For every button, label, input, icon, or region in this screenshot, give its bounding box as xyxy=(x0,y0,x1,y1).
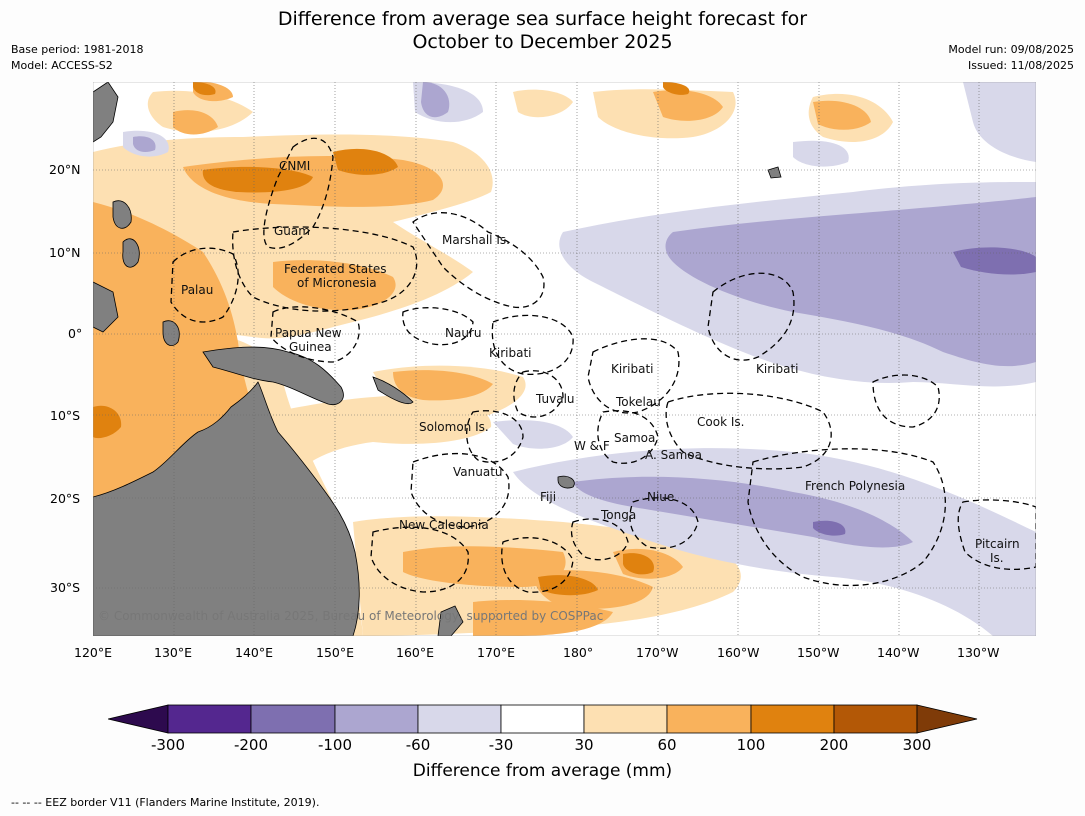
colorbar xyxy=(108,704,978,734)
model-name: Model: ACCESS-S2 xyxy=(11,59,113,72)
colorbar-tick: 300 xyxy=(902,736,932,754)
colorbar-title: Difference from average (mm) xyxy=(412,761,673,781)
region-label: Papua New xyxy=(275,326,342,340)
lon-label: 170°E xyxy=(477,645,516,660)
colorbar-tick: -60 xyxy=(405,736,431,754)
region-label: W & F xyxy=(574,439,610,453)
colorbar-segment xyxy=(334,704,419,734)
region-label: Pitcairn xyxy=(975,537,1020,551)
issued-date: Issued: 11/08/2025 xyxy=(967,59,1074,72)
lon-label: 160°W xyxy=(717,645,760,660)
region-label: French Polynesia xyxy=(805,479,905,493)
region-label: Kiribati xyxy=(611,362,653,376)
base-period: Base period: 1981-2018 xyxy=(11,43,144,56)
region-label: Nauru xyxy=(445,326,481,340)
colorbar-tick: -100 xyxy=(317,736,353,754)
region-label: Tuvalu xyxy=(535,392,575,406)
colorbar-tick: -200 xyxy=(233,736,269,754)
anomaly-neg-100-200 xyxy=(813,247,1036,536)
region-label: Guam xyxy=(274,224,310,238)
region-label: Tonga xyxy=(600,508,636,522)
lon-label: 140°E xyxy=(235,645,274,660)
region-label: Vanuatu xyxy=(453,465,503,479)
colorbar-segment xyxy=(833,704,918,734)
model-run: Model run: 09/08/2025 xyxy=(948,43,1074,56)
colorbar-tick: -300 xyxy=(150,736,186,754)
region-label: Kiribati xyxy=(489,346,531,360)
region-label: Cook Is. xyxy=(697,415,744,429)
lon-label: 150°W xyxy=(797,645,840,660)
colorbar-segment xyxy=(750,704,835,734)
lon-label: 180° xyxy=(563,645,594,660)
colorbar-segment xyxy=(916,704,978,734)
region-label: Niue xyxy=(647,490,674,504)
map-panel: CNMI Guam Marshall Is. Federated States … xyxy=(93,82,1036,636)
lon-label: 150°E xyxy=(316,645,355,660)
lon-label: 140°W xyxy=(877,645,920,660)
colorbar-segment xyxy=(250,704,336,734)
lat-label: 20°N xyxy=(49,162,81,177)
landmass xyxy=(93,82,782,636)
colorbar-segment xyxy=(666,704,752,734)
colorbar-segment xyxy=(417,704,502,734)
meta-left: Base period: 1981-2018 Model: ACCESS-S2 xyxy=(11,42,143,74)
region-label: Guinea xyxy=(289,340,332,354)
region-label: Samoa xyxy=(614,431,655,445)
region-label: CNMI xyxy=(279,159,310,173)
region-label: Fiji xyxy=(540,490,556,504)
lon-label: 170°W xyxy=(636,645,679,660)
colorbar-segment xyxy=(500,704,585,734)
graticule xyxy=(93,82,1036,636)
region-label: New Caledonia xyxy=(399,518,489,532)
colorbar-tick: 60 xyxy=(657,736,677,754)
colorbar-segment xyxy=(108,704,169,734)
colorbar-tick: 100 xyxy=(736,736,766,754)
title-line-1: Difference from average sea surface heig… xyxy=(277,8,808,30)
title-line-2: October to December 2025 xyxy=(412,31,673,53)
region-label: Is. xyxy=(990,551,1004,565)
copyright-notice: © Commonwealth of Australia 2025, Bureau… xyxy=(98,609,604,623)
map-canvas: CNMI Guam Marshall Is. Federated States … xyxy=(93,82,1036,636)
map-title: Difference from average sea surface heig… xyxy=(0,8,1085,54)
eez-footnote: -- -- -- EEZ border V11 (Flanders Marine… xyxy=(11,796,320,809)
meta-right: Model run: 09/08/2025 Issued: 11/08/2025 xyxy=(948,42,1074,74)
lat-label: 0° xyxy=(68,326,83,341)
lon-label: 130°W xyxy=(957,645,1000,660)
colorbar-tick: 30 xyxy=(574,736,594,754)
region-label: Marshall Is. xyxy=(442,233,510,247)
region-label: Federated States xyxy=(284,262,386,276)
anomaly-100-200 xyxy=(93,82,690,596)
colorbar-tick: 200 xyxy=(819,736,849,754)
region-label: Kiribati xyxy=(756,362,798,376)
lat-label: 30°S xyxy=(50,580,81,595)
lon-label: 120°E xyxy=(74,645,113,660)
region-label: Solomon Is. xyxy=(419,420,489,434)
lon-label: 160°E xyxy=(396,645,435,660)
lat-label: 20°S xyxy=(50,491,81,506)
region-label: of Micronesia xyxy=(297,276,377,290)
colorbar-tick: -30 xyxy=(488,736,514,754)
region-label: Tokelau xyxy=(615,395,661,409)
colorbar-segment xyxy=(167,704,252,734)
region-labels: CNMI Guam Marshall Is. Federated States … xyxy=(181,159,1020,565)
colorbar-segment xyxy=(583,704,668,734)
lat-label: 10°S xyxy=(50,408,81,423)
lat-label: 10°N xyxy=(49,245,81,260)
region-label: A. Samoa xyxy=(645,448,702,462)
region-label: Palau xyxy=(181,283,213,297)
lon-label: 130°E xyxy=(154,645,193,660)
eez-borders xyxy=(170,137,1036,593)
